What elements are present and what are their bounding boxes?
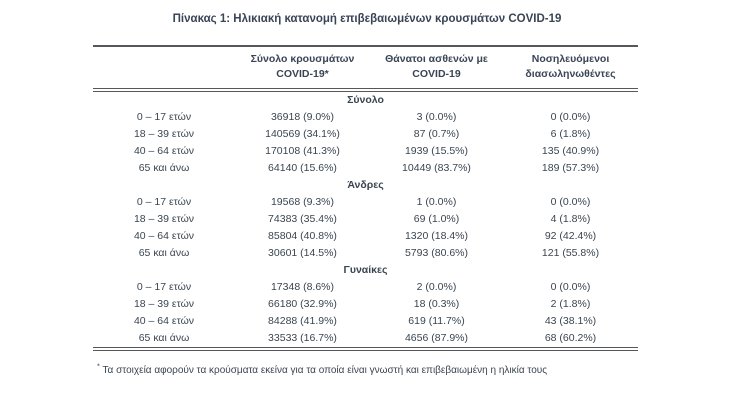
cases-cell: 84288 (41.9%)	[268, 315, 337, 327]
deaths-cell: 4656 (87.9%)	[404, 332, 469, 344]
column-header-intubated: Νοσηλευόμενοι διασωληνωθέντες	[503, 46, 638, 92]
age-group-label: 0 – 17 ετών	[136, 281, 192, 293]
intubated-cell: 0 (0.0%)	[550, 196, 591, 208]
section-row-total: Σύνολο	[93, 90, 638, 109]
deaths-cell: 10449 (83.7%)	[402, 162, 471, 174]
age-group-row: 18 – 39 ετών 66180 (32.9%) 18 (0.3%) 2 (…	[93, 296, 638, 313]
age-group-row: 18 – 39 ετών 74383 (35.4%) 69 (1.0%) 4 (…	[93, 211, 638, 228]
age-group-label: 0 – 17 ετών	[136, 111, 192, 123]
age-group-row: 65 και άνω 30601 (14.5%) 5793 (80.6%) 12…	[93, 245, 638, 262]
covid-age-distribution-table: Σύνολο κρουσμάτων COVID-19* Θάνατοι ασθεν…	[93, 45, 638, 351]
section-label: Γυναίκες	[343, 264, 388, 276]
column-header-deaths-line2: COVID-19	[412, 68, 461, 80]
cases-cell: 170108 (41.3%)	[265, 145, 340, 157]
intubated-cell: 68 (60.2%)	[544, 332, 597, 344]
age-group-row: 40 – 64 ετών 170108 (41.3%) 1939 (15.5%)…	[93, 143, 638, 160]
cases-cell: 74383 (35.4%)	[268, 213, 337, 225]
deaths-cell: 1320 (18.4%)	[404, 230, 469, 242]
age-group-label: 65 και άνω	[138, 332, 190, 344]
section-label: Άνδρες	[347, 179, 384, 191]
column-header-intubated-line2: διασωληνωθέντες	[525, 68, 616, 80]
intubated-cell: 6 (1.8%)	[550, 128, 591, 140]
intubated-cell: 121 (55.8%)	[541, 247, 600, 259]
intubated-cell: 0 (0.0%)	[550, 111, 591, 123]
age-group-row: 65 και άνω 33533 (16.7%) 4656 (87.9%) 68…	[93, 330, 638, 349]
deaths-cell: 1939 (15.5%)	[404, 145, 469, 157]
column-header-total-cases: Σύνολο κρουσμάτων COVID-19*	[235, 46, 370, 92]
age-group-label: 0 – 17 ετών	[136, 196, 192, 208]
deaths-cell: 18 (0.3%)	[413, 298, 460, 310]
deaths-cell: 5793 (80.6%)	[404, 247, 469, 259]
deaths-cell: 619 (11.7%)	[408, 315, 465, 327]
deaths-cell: 1 (0.0%)	[416, 196, 457, 208]
column-header-empty	[93, 46, 235, 92]
intubated-cell: 0 (0.0%)	[550, 281, 591, 293]
age-group-row: 0 – 17 ετών 19568 (9.3%) 1 (0.0%) 0 (0.0…	[93, 194, 638, 211]
age-group-row: 0 – 17 ετών 36918 (9.0%) 3 (0.0%) 0 (0.0…	[93, 109, 638, 126]
footnote: * Τα στοιχεία αφορούν τα κρούσματα εκείν…	[97, 361, 642, 377]
cases-cell: 36918 (9.0%)	[270, 111, 335, 123]
intubated-cell: 92 (42.4%)	[544, 230, 597, 242]
section-row-women: Γυναίκες	[93, 262, 638, 279]
age-group-row: 0 – 17 ετών 17348 (8.6%) 2 (0.0%) 0 (0.0…	[93, 279, 638, 296]
footnote-asterisk: *	[97, 361, 100, 371]
deaths-cell: 2 (0.0%)	[416, 281, 457, 293]
cases-cell: 85804 (40.8%)	[268, 230, 337, 242]
intubated-cell: 4 (1.8%)	[550, 213, 591, 225]
age-group-label: 18 – 39 ετών	[133, 298, 195, 310]
age-group-label: 40 – 64 ετών	[133, 230, 195, 242]
cases-cell: 17348 (8.6%)	[270, 281, 335, 293]
age-group-label: 40 – 64 ετών	[133, 315, 195, 327]
footnote-text: Τα στοιχεία αφορούν τα κρούσματα εκείνα …	[102, 365, 548, 376]
age-group-label: 65 και άνω	[138, 247, 190, 259]
intubated-cell: 2 (1.8%)	[550, 298, 591, 310]
cases-cell: 140569 (34.1%)	[265, 128, 340, 140]
column-header-intubated-line1: Νοσηλευόμενοι	[531, 53, 610, 65]
age-group-row: 18 – 39 ετών 140569 (34.1%) 87 (0.7%) 6 …	[93, 126, 638, 143]
table-title: Πίνακας 1: Ηλικιακή κατανομή επιβεβαιωμέ…	[172, 13, 562, 25]
cases-cell: 30601 (14.5%)	[268, 247, 337, 259]
deaths-cell: 69 (1.0%)	[413, 213, 460, 225]
cases-cell: 64140 (15.6%)	[268, 162, 337, 174]
intubated-cell: 135 (40.9%)	[541, 145, 600, 157]
deaths-cell: 3 (0.0%)	[416, 111, 457, 123]
cases-cell: 66180 (32.9%)	[268, 298, 337, 310]
age-group-row: 65 και άνω 64140 (15.6%) 10449 (83.7%) 1…	[93, 160, 638, 177]
age-group-label: 18 – 39 ετών	[133, 213, 195, 225]
age-group-label: 65 και άνω	[138, 162, 190, 174]
column-header-total-cases-line1: Σύνολο κρουσμάτων	[250, 53, 355, 65]
section-label: Σύνολο	[347, 94, 384, 106]
age-group-label: 40 – 64 ετών	[133, 145, 195, 157]
cases-cell: 33533 (16.7%)	[268, 332, 337, 344]
header-row: Σύνολο κρουσμάτων COVID-19* Θάνατοι ασθεν…	[93, 46, 638, 92]
section-row-men: Άνδρες	[93, 177, 638, 194]
age-group-label: 18 – 39 ετών	[133, 128, 195, 140]
deaths-cell: 87 (0.7%)	[413, 128, 460, 140]
column-header-total-cases-line2: COVID-19*	[276, 68, 329, 80]
intubated-cell: 189 (57.3%)	[541, 162, 600, 174]
intubated-cell: 43 (38.1%)	[544, 315, 597, 327]
age-group-row: 40 – 64 ετών 84288 (41.9%) 619 (11.7%) 4…	[93, 313, 638, 330]
age-group-row: 40 – 64 ετών 85804 (40.8%) 1320 (18.4%) …	[93, 228, 638, 245]
column-header-deaths-line1: Θάνατοι ασθενών με	[385, 53, 488, 65]
cases-cell: 19568 (9.3%)	[270, 196, 335, 208]
column-header-deaths: Θάνατοι ασθενών με COVID-19	[370, 46, 503, 92]
